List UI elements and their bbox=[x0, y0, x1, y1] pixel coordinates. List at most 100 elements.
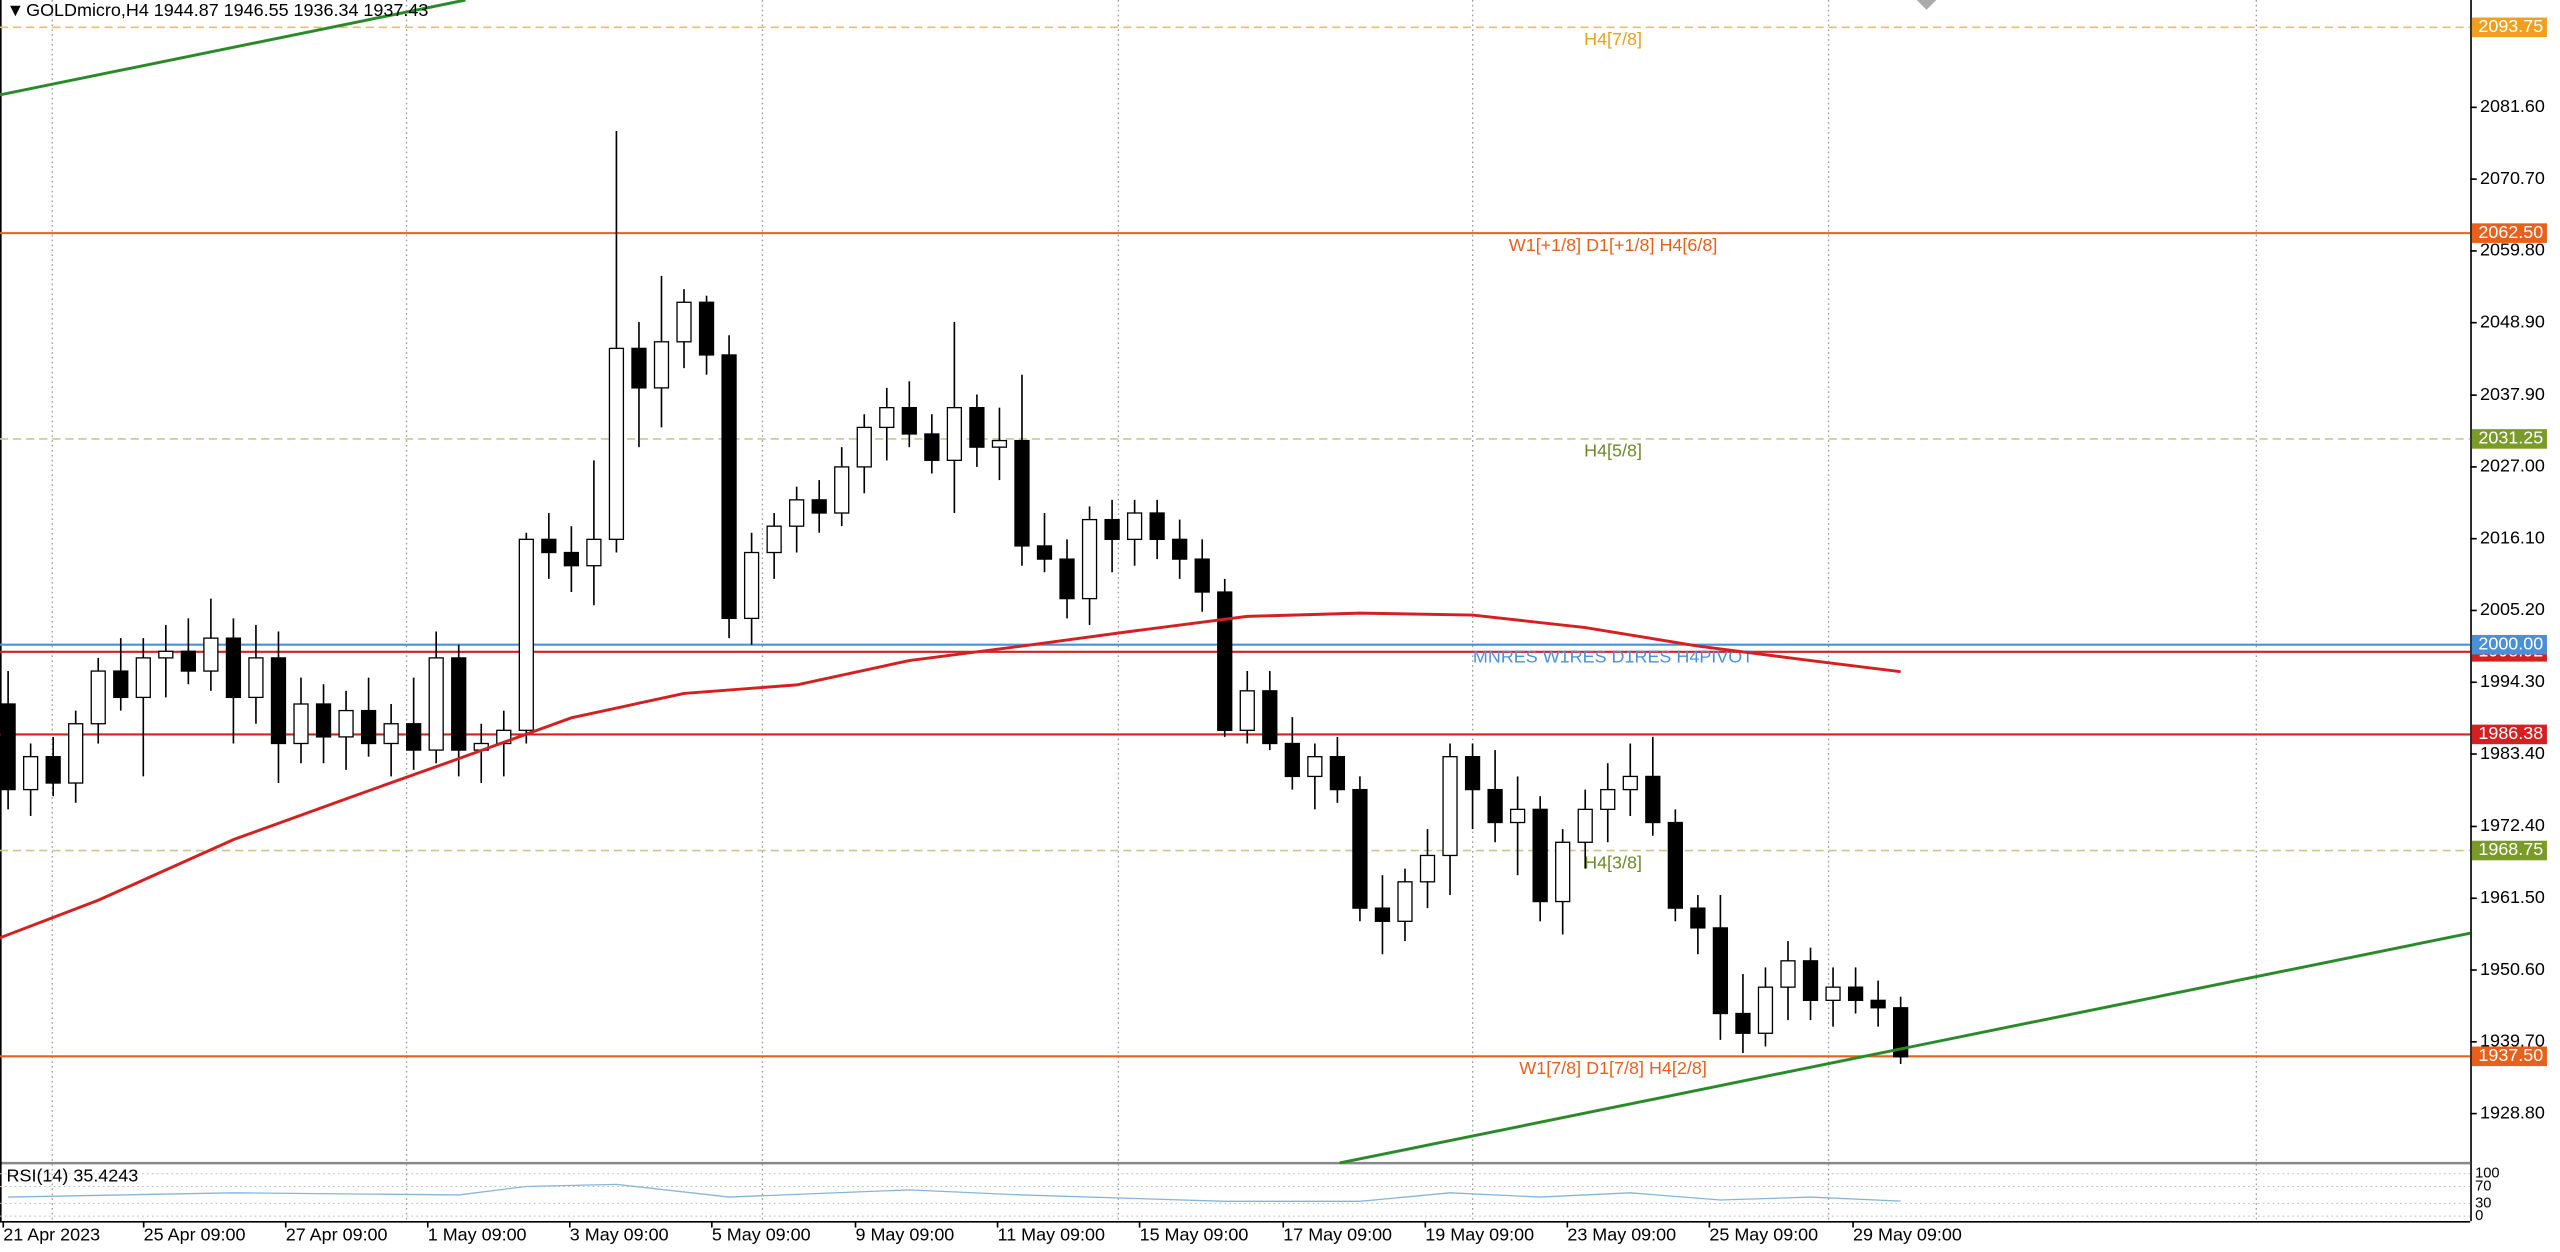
candle-body bbox=[1036, 545, 1053, 560]
candle-body bbox=[969, 406, 985, 448]
candle-body bbox=[1667, 821, 1683, 909]
x-tick-label: 25 Apr 09:00 bbox=[144, 1224, 246, 1244]
x-tick-label: 23 May 09:00 bbox=[1567, 1224, 1676, 1244]
candle-body bbox=[1239, 690, 1255, 731]
level-text: W1[+1/8] D1[+1/8] H4[6/8] bbox=[1509, 235, 1718, 255]
level-text: H4[3/8] bbox=[1584, 852, 1642, 872]
menu-arrow[interactable]: ▼ bbox=[7, 0, 25, 20]
candle-body bbox=[901, 406, 917, 435]
candle-body bbox=[451, 657, 467, 751]
chart-title: GOLDmicro,H4 1944.87 1946.55 1936.34 193… bbox=[26, 0, 428, 20]
candle-body bbox=[1509, 808, 1526, 824]
candle-body bbox=[653, 341, 670, 389]
level-price-box bbox=[2471, 724, 2547, 745]
candle-body bbox=[879, 406, 895, 429]
candle-body bbox=[1442, 756, 1458, 857]
candle-body bbox=[1284, 742, 1300, 778]
y-tick-label: 1928.80 bbox=[2480, 1102, 2545, 1122]
candle-body bbox=[225, 637, 242, 699]
candle-body bbox=[676, 301, 692, 343]
y-tick-label: 2048.90 bbox=[2480, 311, 2545, 331]
x-tick-label: 9 May 09:00 bbox=[856, 1224, 955, 1244]
candle-body bbox=[203, 637, 219, 672]
scroll-marker bbox=[1916, 0, 1937, 10]
candle-body bbox=[1149, 512, 1165, 541]
overlays bbox=[0, 0, 2471, 1202]
candle-body bbox=[360, 709, 377, 745]
y-tick-label: 2027.00 bbox=[2480, 456, 2545, 476]
candle-body bbox=[1419, 854, 1436, 883]
overlay-line bbox=[1339, 931, 2471, 1165]
y-tick-label: 1972.40 bbox=[2480, 815, 2545, 835]
candle-body bbox=[1307, 756, 1323, 778]
y-tick-label: 2081.60 bbox=[2480, 96, 2545, 116]
candle-body bbox=[856, 426, 872, 468]
candle-body bbox=[811, 499, 827, 514]
level-price-box bbox=[2471, 1046, 2547, 1067]
candle-body bbox=[1374, 907, 1391, 922]
level-price-label: 1937.50 bbox=[2478, 1045, 2543, 1065]
level-price-label: 2062.50 bbox=[2478, 222, 2543, 242]
x-tick-label: 25 May 09:00 bbox=[1709, 1224, 1818, 1244]
candle-body bbox=[721, 354, 737, 620]
candle-body bbox=[1802, 960, 1819, 1001]
candles bbox=[0, 131, 1909, 1064]
candle-body bbox=[991, 439, 1008, 448]
candle-body bbox=[1352, 788, 1368, 909]
y-tick-label: 1950.60 bbox=[2480, 959, 2545, 979]
level-text: H4[7/8] bbox=[1584, 29, 1642, 49]
rsi-tick-label: 30 bbox=[2475, 1195, 2491, 1211]
level-price-box bbox=[2471, 223, 2547, 243]
candle-body bbox=[1059, 558, 1075, 600]
candle-body bbox=[1712, 927, 1729, 1015]
candle-body bbox=[338, 709, 354, 738]
candle-body bbox=[135, 657, 151, 699]
level-text: W1[7/8] D1[7/8] H4[2/8] bbox=[1519, 1058, 1707, 1078]
candle-body bbox=[1825, 986, 1841, 1001]
level-price-label: 1968.75 bbox=[2478, 839, 2543, 859]
candle-body bbox=[428, 657, 444, 751]
candle-body bbox=[270, 657, 287, 745]
candle-body bbox=[834, 466, 850, 514]
x-tick-label: 15 May 09:00 bbox=[1140, 1224, 1249, 1244]
y-tick-label: 2016.10 bbox=[2480, 527, 2545, 547]
x-tick-label: 1 May 09:00 bbox=[428, 1224, 527, 1244]
candle-body bbox=[1329, 756, 1346, 791]
rsi-tick-label: 100 bbox=[2475, 1166, 2500, 1182]
axis: 2081.60 2070.70 2059.80 2048.90 2037.90 2027.… bbox=[2, 16, 2547, 1244]
y-tick-label: 2059.80 bbox=[2480, 240, 2545, 260]
y-tick-label: 1939.70 bbox=[2480, 1031, 2545, 1051]
x-tick-label: 21 Apr 2023 bbox=[3, 1224, 100, 1244]
candle-body bbox=[1600, 788, 1616, 811]
y-tick-label: 2037.90 bbox=[2480, 384, 2545, 404]
candle-body bbox=[45, 756, 61, 784]
candle-body bbox=[1622, 775, 1638, 791]
candle-body bbox=[1194, 558, 1210, 593]
candle-body bbox=[1735, 1012, 1751, 1034]
x-tick-label: 17 May 09:00 bbox=[1283, 1224, 1392, 1244]
level-price-label: 2000.00 bbox=[2478, 633, 2543, 653]
candle-body bbox=[608, 347, 625, 541]
overlay-line bbox=[0, 0, 466, 97]
candle-body bbox=[518, 538, 534, 731]
candle-body bbox=[1780, 960, 1796, 988]
level-price-label: 2031.25 bbox=[2478, 428, 2543, 448]
candle-body bbox=[90, 670, 106, 725]
rsi-tick-label: 70 bbox=[2475, 1178, 2491, 1194]
y-tick-label: 1983.40 bbox=[2480, 743, 2545, 763]
candle-body bbox=[0, 703, 16, 791]
rsi-tick-label: 0 bbox=[2475, 1208, 2483, 1224]
candle-body bbox=[1081, 518, 1098, 600]
candle-body bbox=[586, 538, 602, 567]
candle-body bbox=[1126, 512, 1143, 541]
candle-body bbox=[1555, 841, 1571, 903]
x-tick-label: 3 May 09:00 bbox=[570, 1224, 669, 1244]
candle-body bbox=[113, 670, 129, 699]
candle-body bbox=[946, 406, 963, 461]
candle-body bbox=[1464, 756, 1481, 791]
level-price-box bbox=[2471, 17, 2547, 38]
x-tick-label: 27 Apr 09:00 bbox=[286, 1224, 388, 1244]
y-tick-label: 1994.30 bbox=[2480, 671, 2545, 691]
